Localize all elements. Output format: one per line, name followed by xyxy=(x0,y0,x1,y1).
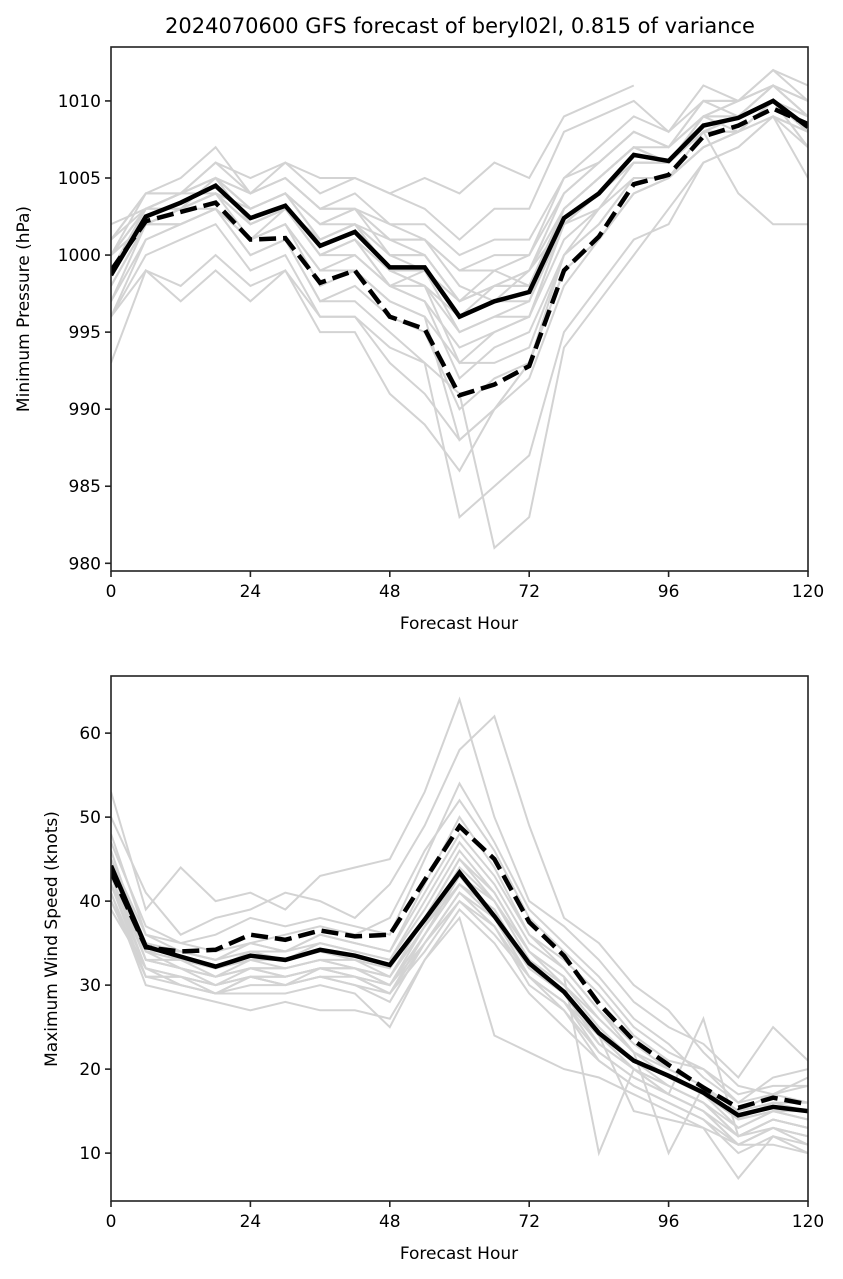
wind-y-tick-label: 40 xyxy=(79,892,101,912)
wind-y-tick-label: 10 xyxy=(79,1144,101,1164)
wind-member-line xyxy=(111,848,808,1156)
pressure-member-line xyxy=(111,115,808,519)
wind-x-tick-label: 0 xyxy=(106,1212,117,1232)
pressure-x-tick-label: 120 xyxy=(792,582,824,602)
wind-solid-line xyxy=(111,864,808,1118)
wind-member-line xyxy=(111,892,808,1155)
wind-x-tick-label: 24 xyxy=(240,1212,262,1232)
pressure-member-line xyxy=(111,68,808,241)
pressure-member-line xyxy=(111,115,808,442)
pressure-y-axis-label: Minimum Pressure (hPa) xyxy=(14,206,34,412)
pressure-solid-line xyxy=(111,98,808,320)
wind-x-axis-label: Forecast Hour xyxy=(400,1244,518,1264)
pressure-y-tick-label: 1005 xyxy=(58,169,101,189)
wind-y-tick-label: 50 xyxy=(79,808,101,828)
pressure-x-tick-label: 48 xyxy=(379,582,401,602)
wind-member-line xyxy=(111,900,808,1155)
pressure-member-line xyxy=(111,99,808,303)
wind-y-tick-label: 60 xyxy=(79,724,101,744)
wind-x-tick-label: 48 xyxy=(379,1212,401,1232)
pressure-x-ticks: 0 24 48 72 96 120 xyxy=(106,571,824,602)
pressure-x-tick-label: 24 xyxy=(240,582,262,602)
pressure-y-tick-label: 1000 xyxy=(58,246,101,266)
pressure-y-ticks: 980 985 990 995 1000 1005 1010 xyxy=(58,92,111,574)
wind-dashed-line xyxy=(111,822,808,1111)
wind-member-line xyxy=(111,714,808,1096)
wind-y-ticks: 10 20 30 40 50 60 xyxy=(79,724,111,1164)
wind-main-lines xyxy=(111,822,808,1118)
wind-member-line xyxy=(111,875,808,1138)
pressure-member-lines xyxy=(111,68,808,550)
wind-x-ticks: 0 24 48 72 96 120 xyxy=(106,1201,824,1232)
pressure-x-axis-label: Forecast Hour xyxy=(400,614,518,634)
pressure-member-line xyxy=(111,68,808,272)
pressure-member-line xyxy=(111,99,808,365)
wind-x-tick-label: 120 xyxy=(792,1212,824,1232)
wind-y-tick-label: 30 xyxy=(79,976,101,996)
pressure-x-tick-label: 0 xyxy=(106,582,117,602)
wind-member-line xyxy=(111,882,808,1180)
wind-member-line xyxy=(111,882,808,1138)
wind-member-line xyxy=(111,883,808,1146)
wind-member-line xyxy=(111,874,808,1138)
wind-member-line xyxy=(111,883,808,1146)
wind-member-line xyxy=(111,798,808,1104)
pressure-y-tick-label: 985 xyxy=(69,477,101,497)
pressure-member-line xyxy=(111,115,808,473)
pressure-panel: 2024070600 GFS forecast of beryl02l, 0.8… xyxy=(14,14,824,634)
pressure-y-tick-label: 980 xyxy=(69,554,101,574)
pressure-member-line xyxy=(111,99,808,364)
wind-member-line xyxy=(111,832,808,1113)
wind-member-line xyxy=(111,781,808,1104)
chart-title: 2024070600 GFS forecast of beryl02l, 0.8… xyxy=(165,14,755,38)
wind-axes-frame xyxy=(110,675,809,1202)
pressure-y-tick-label: 1010 xyxy=(58,92,101,112)
wind-member-line xyxy=(111,892,808,1146)
wind-x-tick-label: 96 xyxy=(658,1212,680,1232)
pressure-member-line xyxy=(111,84,808,257)
pressure-axes-frame xyxy=(110,46,809,572)
wind-y-tick-label: 20 xyxy=(79,1060,101,1080)
pressure-y-tick-label: 990 xyxy=(69,400,101,420)
wind-member-lines xyxy=(111,696,808,1180)
pressure-x-tick-label: 72 xyxy=(518,582,540,602)
pressure-main-lines xyxy=(111,98,808,399)
pressure-member-line xyxy=(111,99,808,334)
pressure-x-tick-label: 96 xyxy=(658,582,680,602)
wind-y-axis-label: Maximum Wind Speed (knots) xyxy=(42,811,62,1067)
wind-x-tick-label: 72 xyxy=(518,1212,540,1232)
pressure-y-tick-label: 995 xyxy=(69,323,101,343)
pressure-dashed-line xyxy=(111,106,808,399)
